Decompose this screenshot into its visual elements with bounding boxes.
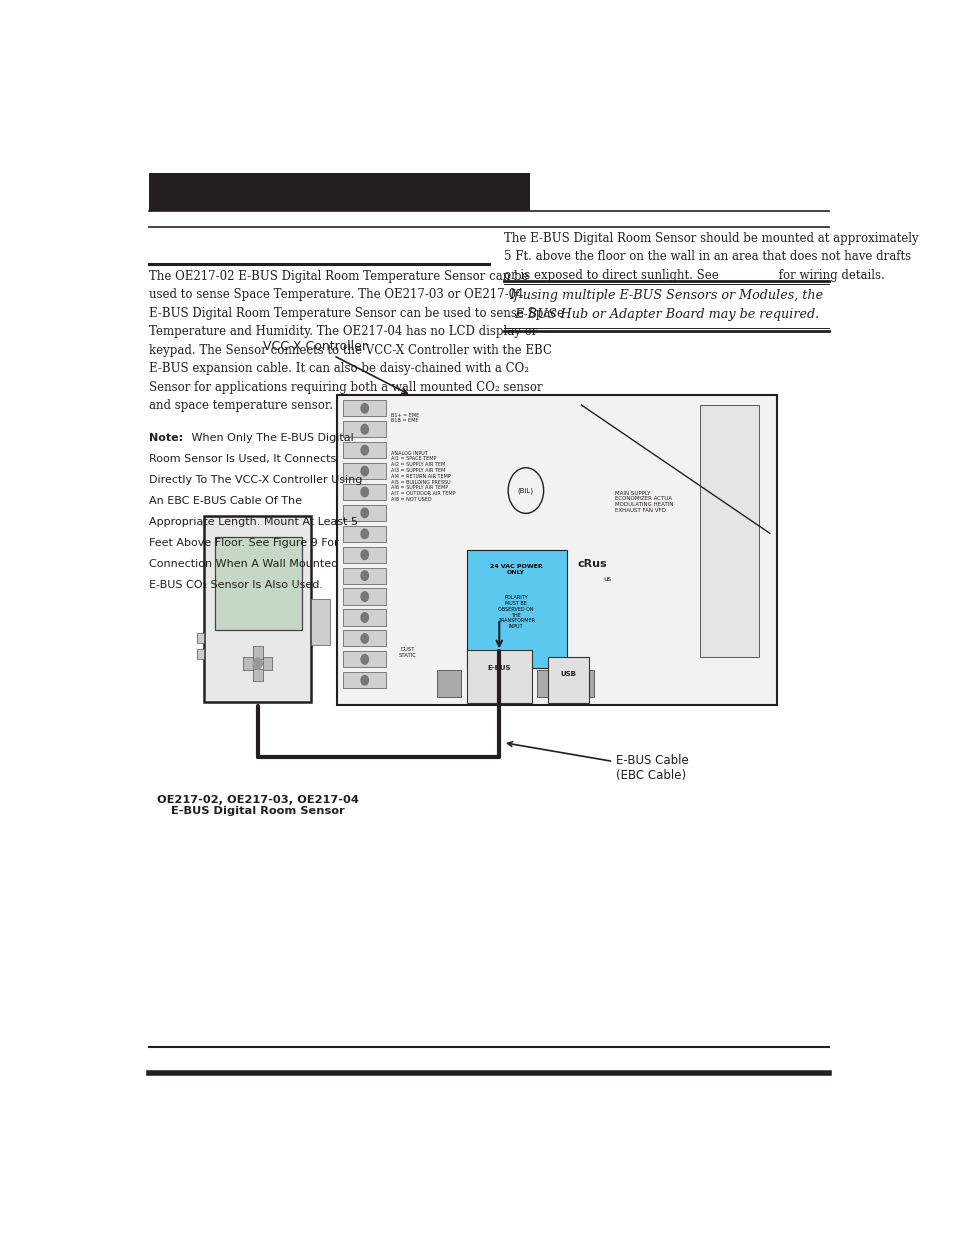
Bar bbox=[343, 400, 386, 416]
Text: cRus: cRus bbox=[577, 558, 607, 569]
Circle shape bbox=[360, 404, 368, 412]
Circle shape bbox=[360, 550, 368, 559]
Text: DUST
STATIC: DUST STATIC bbox=[398, 647, 416, 658]
Text: ANALOG INPUT
AI1 = SPACE TEMP
AI2 = SUPPLY AIR TEM
AI3 = SUPPLY AIR TEM
AI4 = RE: ANALOG INPUT AI1 = SPACE TEMP AI2 = SUPP… bbox=[390, 451, 455, 501]
Bar bbox=[343, 589, 386, 605]
Text: VCC-X Controller: VCC-X Controller bbox=[263, 340, 407, 393]
Bar bbox=[243, 657, 253, 669]
Circle shape bbox=[360, 508, 368, 517]
Bar bbox=[253, 646, 262, 658]
Circle shape bbox=[360, 676, 368, 685]
Bar bbox=[436, 671, 460, 697]
Text: Room Sensor Is Used, It Connects: Room Sensor Is Used, It Connects bbox=[149, 454, 335, 464]
Text: us: us bbox=[603, 576, 611, 582]
Bar bbox=[343, 484, 386, 500]
Circle shape bbox=[360, 634, 368, 643]
Bar bbox=[343, 547, 386, 563]
Bar bbox=[343, 442, 386, 458]
Bar bbox=[343, 672, 386, 688]
Circle shape bbox=[360, 488, 368, 496]
Bar bbox=[343, 463, 386, 479]
Text: OE217-02, OE217-03, OE217-04
E-BUS Digital Room Sensor: OE217-02, OE217-03, OE217-04 E-BUS Digit… bbox=[157, 795, 358, 816]
Bar bbox=[343, 609, 386, 626]
Circle shape bbox=[360, 446, 368, 454]
Bar bbox=[343, 630, 386, 646]
Bar bbox=[470, 671, 494, 697]
Text: E-BUS: E-BUS bbox=[487, 666, 511, 672]
Circle shape bbox=[360, 467, 368, 475]
Bar bbox=[466, 550, 566, 668]
Bar bbox=[466, 651, 531, 703]
Circle shape bbox=[253, 658, 262, 669]
Circle shape bbox=[360, 571, 368, 580]
Text: Feet Above Floor. See Figure 9 For: Feet Above Floor. See Figure 9 For bbox=[149, 538, 338, 548]
Bar bbox=[537, 671, 560, 697]
Text: The OE217-02 E-BUS Digital Room Temperature Sensor can be
used to sense Space Te: The OE217-02 E-BUS Digital Room Temperat… bbox=[149, 270, 563, 412]
Text: E-BUS Cable
(EBC Cable): E-BUS Cable (EBC Cable) bbox=[507, 742, 688, 782]
Text: Appropriate Length. Mount At Least 5: Appropriate Length. Mount At Least 5 bbox=[149, 517, 357, 527]
Text: 24 VAC POWER
ONLY: 24 VAC POWER ONLY bbox=[490, 563, 542, 574]
Circle shape bbox=[360, 529, 368, 538]
Text: USB: USB bbox=[559, 671, 576, 677]
Bar bbox=[149, 173, 529, 211]
Bar bbox=[196, 650, 204, 658]
Bar bbox=[570, 671, 594, 697]
Bar bbox=[343, 526, 386, 542]
Bar bbox=[343, 421, 386, 437]
Bar bbox=[311, 599, 330, 645]
Bar bbox=[547, 657, 588, 703]
Bar bbox=[204, 516, 311, 701]
Bar bbox=[262, 657, 272, 669]
Bar bbox=[196, 634, 204, 642]
Circle shape bbox=[360, 425, 368, 433]
Text: When Only The E-BUS Digital: When Only The E-BUS Digital bbox=[188, 433, 354, 443]
Text: MAIN SUPPLY
ECONOMIZER ACTUA
MODULATING HEATIN
EXHAUST FAN VFD: MAIN SUPPLY ECONOMIZER ACTUA MODULATING … bbox=[614, 490, 673, 513]
Text: E-BUS CO₂ Sensor Is Also Used.: E-BUS CO₂ Sensor Is Also Used. bbox=[149, 580, 322, 590]
Text: Note:: Note: bbox=[149, 433, 183, 443]
Bar bbox=[253, 668, 262, 680]
Bar bbox=[215, 537, 301, 630]
Text: POLARITY
MUST BE
OBSERVED ON
THE
TRANSFORMER
INPUT: POLARITY MUST BE OBSERVED ON THE TRANSFO… bbox=[497, 595, 535, 629]
Text: Directly To The VCC-X Controller Using: Directly To The VCC-X Controller Using bbox=[149, 475, 362, 485]
Text: (BIL): (BIL) bbox=[517, 488, 534, 494]
Text: Connection When A Wall Mounted: Connection When A Wall Mounted bbox=[149, 559, 337, 569]
Bar bbox=[343, 568, 386, 584]
Text: An EBC E-BUS Cable Of The: An EBC E-BUS Cable Of The bbox=[149, 496, 301, 506]
Text: If using multiple E-BUS Sensors or Modules, the
E-BUS Hub or Adapter Board may b: If using multiple E-BUS Sensors or Modul… bbox=[509, 289, 822, 321]
Circle shape bbox=[360, 655, 368, 664]
Text: B1+ = EME
B1B = EME: B1+ = EME B1B = EME bbox=[390, 412, 418, 424]
Text: The E-BUS Digital Room Sensor should be mounted at approximately
5 Ft. above the: The E-BUS Digital Room Sensor should be … bbox=[503, 232, 918, 282]
Bar bbox=[699, 405, 758, 657]
Circle shape bbox=[360, 613, 368, 622]
Circle shape bbox=[360, 592, 368, 601]
Bar bbox=[337, 395, 777, 704]
Bar bbox=[343, 651, 386, 667]
Bar bbox=[503, 671, 527, 697]
Bar bbox=[343, 505, 386, 521]
